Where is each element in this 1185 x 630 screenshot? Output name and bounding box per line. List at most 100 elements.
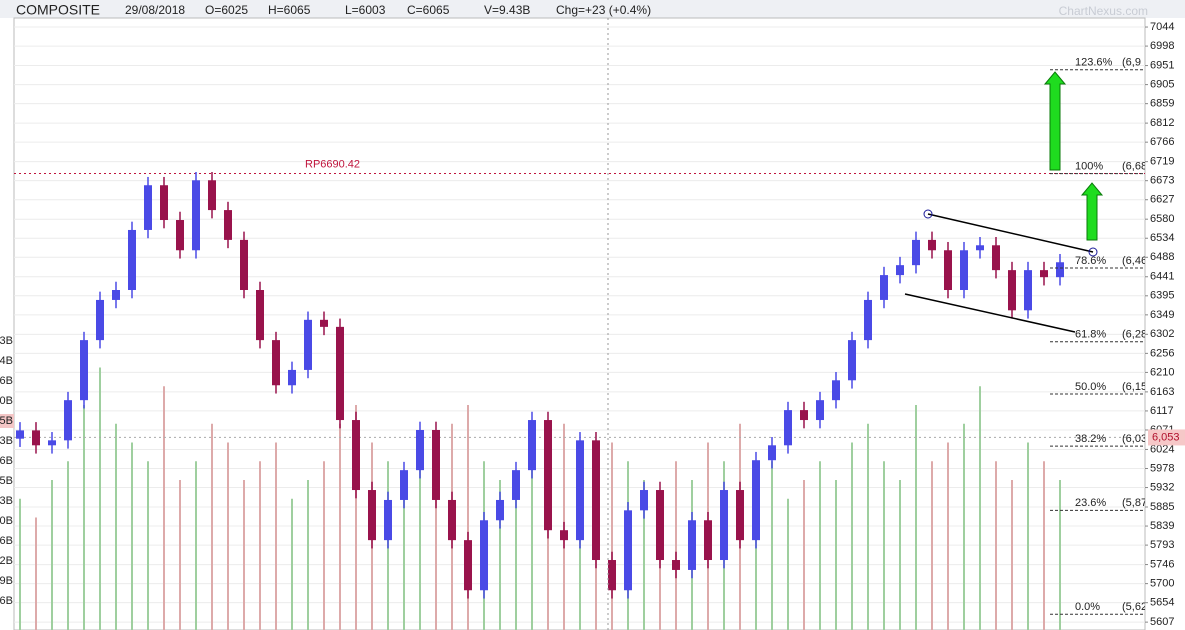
candle-body [416, 429, 424, 471]
fib-level: 123.6% [1075, 57, 1113, 69]
fib-price: (5,626 [1122, 601, 1153, 613]
candle-body [784, 410, 792, 446]
resistance-label: RP6690.42 [305, 158, 360, 170]
volume-bar [499, 480, 501, 630]
candle-body [960, 250, 968, 291]
volume-axis-label: 5B [0, 415, 13, 427]
fib-price: (6,03 [1122, 433, 1147, 445]
candle-body [192, 180, 200, 251]
volume-axis-label: 3B [0, 495, 13, 507]
candle-body [464, 540, 472, 591]
candle-body [800, 410, 808, 421]
y-tick-label: 6163 [1150, 386, 1174, 398]
candle-body [336, 326, 344, 421]
volume-highlight [0, 414, 14, 428]
fib-price: (5,87 [1122, 497, 1147, 509]
candle-body [112, 290, 120, 300]
volume-bar [435, 442, 437, 630]
volume-bar [963, 423, 965, 630]
y-tick-label: 5885 [1150, 501, 1174, 513]
candle-body [880, 275, 888, 300]
header-item: COMPOSITE [16, 2, 100, 18]
y-tick-label: 6951 [1150, 59, 1174, 71]
candle-body [816, 400, 824, 421]
volume-bar [979, 386, 981, 630]
y-tick-label: 6812 [1150, 117, 1174, 129]
candle-body [704, 520, 712, 561]
volume-bar [419, 461, 421, 630]
volume-bar [947, 442, 949, 630]
y-tick-label: 5654 [1150, 597, 1174, 609]
candle-body [304, 319, 312, 370]
volume-axis-label: 6B [0, 375, 13, 387]
volume-bar [259, 461, 261, 630]
volume-bar [931, 461, 933, 630]
candle-body [352, 420, 360, 491]
volume-bar [147, 461, 149, 630]
y-tick-label: 6627 [1150, 194, 1174, 206]
volume-bar [195, 461, 197, 630]
header-item: 29/08/2018 [125, 3, 185, 17]
candle-body [896, 265, 904, 276]
volume-bar [243, 480, 245, 630]
candle-body [432, 429, 440, 500]
candle-body [528, 420, 536, 471]
volume-bar [803, 480, 805, 630]
candle-body [32, 430, 40, 446]
volume-bar [851, 442, 853, 630]
y-tick-label: 6998 [1150, 40, 1174, 52]
header-item: O=6025 [205, 3, 248, 17]
candle-body [288, 369, 296, 386]
candle-body [912, 239, 920, 266]
volume-bar [211, 423, 213, 630]
candle-body [272, 340, 280, 386]
y-tick-label: 6766 [1150, 136, 1174, 148]
candle-body [656, 490, 664, 561]
fib-level: 38.2% [1075, 433, 1106, 445]
candle-body [832, 380, 840, 401]
volume-axis-label: 5B [0, 475, 13, 487]
volume-bar [531, 461, 533, 630]
fib-level: 0.0% [1075, 601, 1100, 613]
volume-bar [915, 405, 917, 630]
y-tick-label: 5607 [1150, 616, 1174, 628]
y-tick-label: 5746 [1150, 558, 1174, 570]
volume-bar [1043, 461, 1045, 630]
candle-body [560, 530, 568, 541]
volume-bar [819, 461, 821, 630]
candle-body [1056, 262, 1064, 278]
candle-body [848, 340, 856, 381]
candle-body [736, 490, 744, 541]
volume-bar [611, 442, 613, 630]
volume-bar [1059, 480, 1061, 630]
volume-axis-label: 3B [0, 335, 13, 347]
candle-body [256, 290, 264, 341]
volume-axis-label: 3B [0, 435, 13, 447]
candle-body [992, 245, 1000, 271]
candle-body [1040, 270, 1048, 278]
y-tick-label: 7044 [1150, 21, 1174, 33]
candle-body [16, 430, 24, 439]
fib-level: 23.6% [1075, 497, 1106, 509]
candle-body [64, 400, 72, 441]
y-tick-label: 6441 [1150, 271, 1174, 283]
candle-body [752, 460, 760, 541]
fib-level: 78.6% [1075, 255, 1106, 267]
y-tick-label: 6580 [1150, 213, 1174, 225]
candle-body [544, 420, 552, 531]
fib-level: 50.0% [1075, 381, 1106, 393]
candle-body [240, 239, 248, 291]
volume-bar [99, 367, 101, 630]
volume-bar [1011, 480, 1013, 630]
candle-body [928, 239, 936, 251]
arrow [1043, 71, 1067, 171]
volume-bar [291, 498, 293, 630]
candle-body [672, 560, 680, 570]
volume-bar [899, 480, 901, 630]
fib-level: 100% [1075, 161, 1103, 173]
y-tick-label: 6534 [1150, 232, 1174, 244]
y-tick-label: 5839 [1150, 520, 1174, 532]
candle-body [384, 499, 392, 541]
